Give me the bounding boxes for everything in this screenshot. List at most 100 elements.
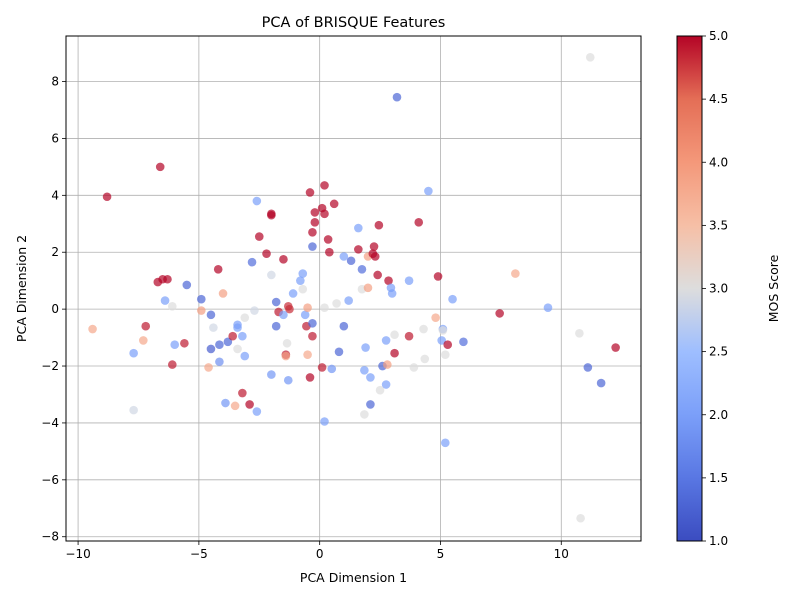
- scatter-point: [254, 232, 264, 241]
- scatter-point: [196, 294, 206, 304]
- y-tick-label: 8: [51, 75, 59, 89]
- scatter-point: [288, 289, 298, 298]
- scatter-point: [611, 343, 620, 352]
- scatter-point: [596, 378, 606, 388]
- scatter-point: [168, 301, 177, 311]
- scatter-point: [204, 363, 213, 372]
- y-tick-label: 2: [51, 245, 59, 259]
- scatter-point: [329, 199, 339, 209]
- scatter-point: [303, 350, 312, 359]
- scatter-point: [459, 337, 468, 347]
- x-tick-label: 5: [437, 547, 445, 561]
- y-tick-label: −6: [41, 473, 59, 487]
- scatter-point: [230, 401, 240, 411]
- scatter-point: [323, 235, 333, 244]
- scatter-point: [404, 276, 414, 285]
- scatter-point: [366, 400, 375, 409]
- colorbar: 1.0 1.5 2.0 2.5 3.0 3.5 4.0 4.5 5.0 MOS Score: [676, 29, 781, 548]
- scatter-point: [387, 289, 397, 298]
- scatter-point: [366, 373, 375, 382]
- x-tick-label: 0: [316, 547, 324, 561]
- scatter-point: [279, 255, 288, 264]
- scatter-point: [129, 405, 138, 415]
- scatter-point: [346, 256, 356, 266]
- scatter-point: [262, 249, 271, 258]
- scatter-point: [250, 306, 259, 315]
- scatter-point: [296, 276, 305, 285]
- scatter-point: [282, 338, 292, 348]
- scatter-point: [252, 196, 262, 206]
- scatter-point: [252, 407, 262, 416]
- scatter-point: [88, 324, 97, 334]
- scatter-point: [369, 242, 379, 251]
- scatter-point: [238, 388, 247, 398]
- scatter-point: [267, 270, 276, 280]
- scatter-point: [206, 310, 216, 320]
- scatter-point: [419, 324, 428, 334]
- scatter-point: [392, 92, 402, 102]
- scatter-point: [576, 513, 585, 523]
- scatter-point: [390, 348, 399, 358]
- scatter-point: [390, 330, 399, 340]
- scatter-point: [240, 313, 250, 322]
- plot-frame: [65, 35, 642, 542]
- scatter-point: [511, 269, 520, 278]
- scatter-point: [129, 348, 138, 358]
- scatter-point: [271, 297, 281, 307]
- scatter-point: [354, 223, 363, 233]
- scatter-point: [168, 360, 177, 369]
- colorbar-tick-label: 4.5: [709, 92, 728, 106]
- scatter-point: [334, 347, 344, 357]
- scatter-point: [441, 438, 450, 448]
- y-tick-label: 6: [51, 131, 59, 145]
- colorbar-gradient: [676, 35, 703, 542]
- scatter-point: [381, 380, 391, 389]
- scatter-point: [339, 321, 349, 331]
- colorbar-tick-label: 1.5: [709, 471, 728, 485]
- scatter-point: [441, 350, 450, 359]
- scatter-point: [182, 280, 192, 290]
- scatter-point: [320, 417, 329, 426]
- scatter-point: [409, 363, 419, 372]
- scatter-point: [317, 363, 327, 372]
- scatter-point: [370, 252, 380, 261]
- scatter-point: [233, 323, 242, 332]
- scatter-point: [448, 294, 457, 304]
- scatter-point: [155, 162, 165, 172]
- scatter-point: [163, 274, 172, 284]
- scatter-point: [267, 210, 276, 220]
- x-tick-label: −10: [65, 547, 90, 561]
- scatter-point: [308, 319, 317, 328]
- scatter-point: [247, 257, 257, 267]
- y-tick-label: 0: [51, 302, 59, 316]
- x-tick-label: 10: [554, 547, 569, 561]
- scatter-point: [374, 220, 384, 230]
- scatter-point: [238, 331, 247, 341]
- scatter-point: [308, 228, 317, 237]
- scatter-point: [285, 304, 294, 314]
- scatter-point: [327, 364, 337, 374]
- scatter-point: [363, 283, 373, 293]
- scatter-point: [357, 264, 367, 274]
- y-tick-label: −8: [41, 530, 59, 544]
- scatter-point: [543, 303, 553, 313]
- scatter-point: [308, 242, 317, 251]
- scatter-point: [495, 309, 504, 318]
- scatter-point: [575, 329, 584, 338]
- scatter-point: [438, 326, 448, 335]
- scatter-point: [196, 306, 206, 315]
- scatter-point: [320, 181, 329, 190]
- colorbar-tick-label: 2.0: [709, 408, 728, 422]
- scatter-point: [281, 351, 291, 361]
- scatter-point: [373, 270, 382, 280]
- scatter-point: [298, 269, 308, 278]
- scatter-point: [424, 186, 433, 196]
- colorbar-tick-label: 5.0: [709, 29, 728, 43]
- scatter-point: [141, 321, 151, 331]
- y-axis-ticks: −8 −6 −4 −2 0 2 4 6 8: [41, 75, 66, 544]
- x-axis-label: PCA Dimension 1: [300, 570, 407, 585]
- colorbar-tick-label: 2.5: [709, 345, 728, 359]
- colorbar-tick-label: 1.0: [709, 534, 728, 548]
- scatter-point: [308, 331, 317, 341]
